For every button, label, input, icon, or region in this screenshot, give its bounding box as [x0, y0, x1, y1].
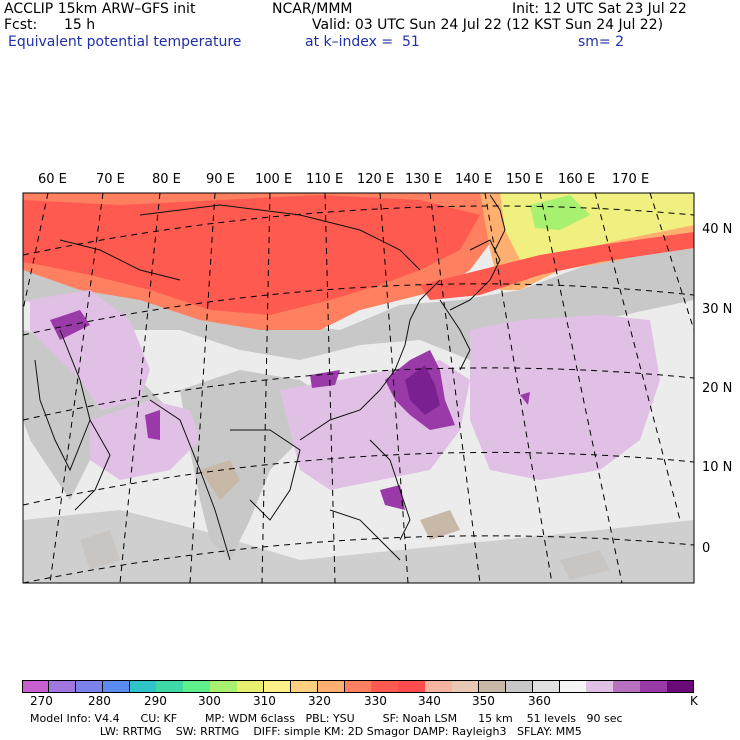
colorbar-swatch: [532, 680, 561, 693]
grey-land-india: [23, 330, 170, 500]
colorbar-swatch: [290, 680, 319, 693]
colorbar-unit: K: [690, 694, 698, 708]
colorbar-swatch: [586, 680, 614, 693]
valid-time: Valid: 03 UTC Sun 24 Jul 22 (12 KST Sun …: [312, 17, 664, 33]
map-frame: [22, 192, 695, 584]
colorbar-label: 330: [364, 694, 387, 708]
model-title: ACCLIP 15km ARW–GFS init: [4, 1, 196, 17]
hot-continent: [23, 195, 480, 315]
colorbar-swatch: [667, 680, 695, 693]
grey-south-band: [23, 510, 694, 583]
longitude-label: 120 E: [357, 172, 395, 187]
forecast-label: Fcst:: [4, 17, 38, 33]
longitude-label: 170 E: [612, 172, 650, 187]
colorbar-label: 320: [308, 694, 331, 708]
colorbar-swatch: [317, 680, 346, 693]
colorbar-swatch: [640, 680, 668, 693]
colorbar-swatch: [478, 680, 507, 693]
colorbar-label: 350: [472, 694, 495, 708]
latitude-label: 20 N: [702, 381, 733, 396]
colorbar-swatch: [210, 680, 238, 693]
forecast-hours: 15 h: [64, 17, 96, 33]
colorbar-swatch: [452, 680, 480, 693]
colorbar-swatch: [505, 680, 534, 693]
hot-band-japan: [420, 232, 694, 300]
latitude-label: 30 N: [702, 302, 733, 317]
colorbar-label: 360: [528, 694, 551, 708]
colorbar-swatch: [48, 680, 77, 693]
longitude-label: 130 E: [405, 172, 443, 187]
colorbar-swatch: [559, 680, 587, 693]
longitude-label: 140 E: [455, 172, 493, 187]
colorbar-label: 280: [88, 694, 111, 708]
colorbar-swatch: [398, 680, 426, 693]
deep-core: [405, 365, 440, 415]
graticule: [23, 193, 694, 583]
colorbar-swatch: [183, 680, 211, 693]
model-info-line1: Model Info: V4.4 CU: KF MP: WDM 6class P…: [30, 712, 623, 725]
colorbar-swatch: [22, 680, 50, 693]
colorbar-label: 310: [253, 694, 276, 708]
longitude-label: 110 E: [306, 172, 344, 187]
longitude-label: 80 E: [152, 172, 181, 187]
map-field: [23, 193, 694, 583]
colorbar-label: 270: [30, 694, 53, 708]
smoothing-label: sm= 2: [578, 34, 625, 50]
colorbar-swatch: [263, 680, 292, 693]
longitude-label: 100 E: [255, 172, 293, 187]
colorbar-swatch: [102, 680, 130, 693]
lilac-west-pacific: [470, 315, 660, 480]
longitude-label: 60 E: [38, 172, 67, 187]
longitude-label: 90 E: [206, 172, 235, 187]
colorbar-swatch: [425, 680, 453, 693]
org-label: NCAR/MMM: [272, 1, 353, 17]
colorbar-label: 300: [198, 694, 221, 708]
colorbar-swatch: [129, 680, 157, 693]
latitude-label: 40 N: [702, 222, 733, 237]
colorbar-swatch: [613, 680, 641, 693]
colorbar-label: 290: [144, 694, 167, 708]
level-label: at k–index = 51: [305, 34, 420, 50]
colorbar-swatch: [344, 680, 372, 693]
green-pacific: [530, 195, 590, 230]
latitude-label: 10 N: [702, 460, 733, 475]
model-info-line2: LW: RRTMG SW: RRTMG DIFF: simple KM: 2D …: [30, 725, 582, 738]
colorbar-swatch: [237, 680, 265, 693]
colorbar-swatch: [371, 680, 399, 693]
lilac-bay-of-bengal: [90, 400, 200, 480]
colorbar-swatch: [156, 680, 184, 693]
colorbar-label: 340: [418, 694, 441, 708]
longitude-label: 150 E: [506, 172, 544, 187]
latitude-label: 0: [702, 541, 711, 556]
init-time: Init: 12 UTC Sat 23 Jul 22: [512, 1, 687, 17]
colorbar-swatch: [75, 680, 104, 693]
longitude-label: 70 E: [96, 172, 125, 187]
field-name: Equivalent potential temperature: [8, 34, 242, 50]
longitude-label: 160 E: [558, 172, 596, 187]
